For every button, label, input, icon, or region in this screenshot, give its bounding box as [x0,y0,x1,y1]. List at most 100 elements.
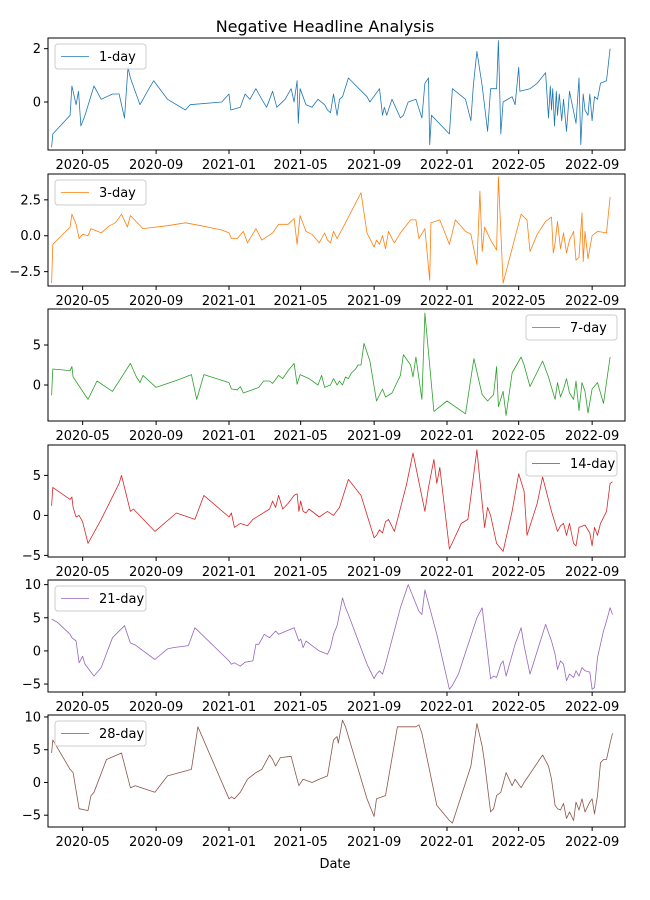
x-tick-label: 2022-05 [492,294,546,309]
x-tick-label: 2022-09 [565,835,619,850]
x-tick-label: 2022-09 [565,700,619,715]
x-tick-label: 2021-05 [273,565,327,580]
y-tick-label: 0.0 [20,229,41,244]
panel-21-day: −5 0 5 10 2020-05 2020-09 2021-01 2021-05 2021-0… [22,578,626,715]
x-tick-label: 2021-01 [202,835,256,850]
x-tick-label: 2020-05 [55,835,109,850]
x-tick-label: 2020-09 [129,835,183,850]
x-tick-label: 2021-05 [273,700,327,715]
x-tick-label: 2020-09 [129,429,183,444]
x-tick-label: 2021-05 [273,429,327,444]
axes-frame [47,37,626,151]
legend-box [525,314,618,341]
x-tick-label: 2020-05 [55,294,109,309]
x-tick-label: 2020-05 [55,429,109,444]
legend: 14-day [525,450,618,477]
x-tick-label: 2021-09 [347,835,401,850]
x-tick-label: 2021-01 [202,700,256,715]
y-tick-label: 0 [33,96,41,111]
panel-14-day: −5 0 5 2020-05 2020-09 2021-01 2021-05 2021-09 2… [22,444,626,580]
x-tick-label: 2022-09 [565,429,619,444]
x-tick-label: 2022-09 [565,294,619,309]
legend-label: 1-day [99,50,136,65]
x-tick-label: 2022-01 [420,429,474,444]
x-tick-label: 2021-09 [347,158,401,173]
panel-7-day: 0 5 2020-05 2020-09 2021-01 2021-05 2021-09 202… [33,308,626,444]
x-tick-label: 2022-05 [492,565,546,580]
legend-box [54,179,147,206]
legend-label: 7-day [570,321,607,336]
legend: 7-day [525,314,618,341]
series-line-3-day [51,176,611,284]
legend-label: 14-day [570,457,615,472]
x-tick-label: 2022-01 [420,700,474,715]
legend-label: 3-day [99,186,136,201]
x-tick-label: 2022-05 [492,700,546,715]
x-tick-label: 2020-09 [129,700,183,715]
x-tick-label: 2022-01 [420,294,474,309]
x-tick-label: 2022-01 [420,835,474,850]
x-tick-label: 2022-01 [420,158,474,173]
y-tick-label: 5 [33,743,41,758]
y-tick-label: 5 [33,469,41,484]
y-tick-label: −5 [22,809,41,824]
y-tick-label: 2 [33,42,41,57]
y-tick-label: 5 [33,339,41,354]
series-line-14-day [51,449,613,552]
legend-box [525,450,618,477]
x-tick-label: 2021-05 [273,835,327,850]
x-tick-label: 2021-01 [202,429,256,444]
x-tick-label: 2022-09 [565,565,619,580]
chart-title: Negative Headline Analysis [216,17,435,36]
legend-box [54,720,147,747]
axes-frame [47,579,626,693]
series-line-7-day [51,312,611,416]
x-tick-label: 2020-05 [55,158,109,173]
x-tick-label: 2020-05 [55,565,109,580]
x-tick-label: 2020-09 [129,565,183,580]
y-tick-label: −2.5 [9,265,41,280]
x-tick-label: 2021-01 [202,158,256,173]
y-tick-label: 10 [24,578,41,593]
x-tick-label: 2020-09 [129,158,183,173]
legend-label: 28-day [99,727,144,742]
axes-frame [47,308,626,422]
panel-3-day: −2.5 0.0 2.5 2020-05 2020-09 2021-01 2021-05 20… [9,173,626,309]
series-line-28-day [51,719,613,824]
axes-frame [47,444,626,558]
legend: 3-day [54,179,147,206]
y-tick-label: −5 [22,549,41,564]
x-tick-label: 2020-09 [129,294,183,309]
y-tick-label: 0 [33,509,41,524]
x-tick-label: 2021-09 [347,429,401,444]
x-tick-label: 2021-05 [273,158,327,173]
y-tick-label: 2.5 [20,193,41,208]
x-tick-label: 2021-09 [347,294,401,309]
series-line-1-day [51,40,611,148]
panel-28-day: −5 0 5 10 2020-05 2020-09 2021-01 2021-05 2021-0… [22,710,626,850]
x-tick-label: 2020-05 [55,700,109,715]
x-axis-label: Date [319,857,350,872]
x-tick-label: 2021-09 [347,700,401,715]
x-tick-label: 2022-05 [492,158,546,173]
legend-label: 21-day [99,592,144,607]
legend-box [54,43,147,70]
legend: 21-day [54,585,147,612]
x-tick-label: 2021-01 [202,294,256,309]
y-tick-label: 0 [33,379,41,394]
x-tick-label: 2022-05 [492,429,546,444]
panels-group: 0 2 2020-05 2020-09 2021-01 2021-05 2021-09 202… [9,37,626,850]
x-tick-label: 2022-09 [565,158,619,173]
legend-box [54,585,147,612]
y-tick-label: 0 [33,776,41,791]
y-tick-label: 10 [24,710,41,725]
x-tick-label: 2021-05 [273,294,327,309]
series-line-21-day [51,584,613,690]
legend: 28-day [54,720,147,747]
x-tick-label: 2022-01 [420,565,474,580]
legend: 1-day [54,43,147,70]
x-tick-label: 2021-01 [202,565,256,580]
y-tick-label: −5 [22,678,41,693]
x-tick-label: 2021-09 [347,565,401,580]
